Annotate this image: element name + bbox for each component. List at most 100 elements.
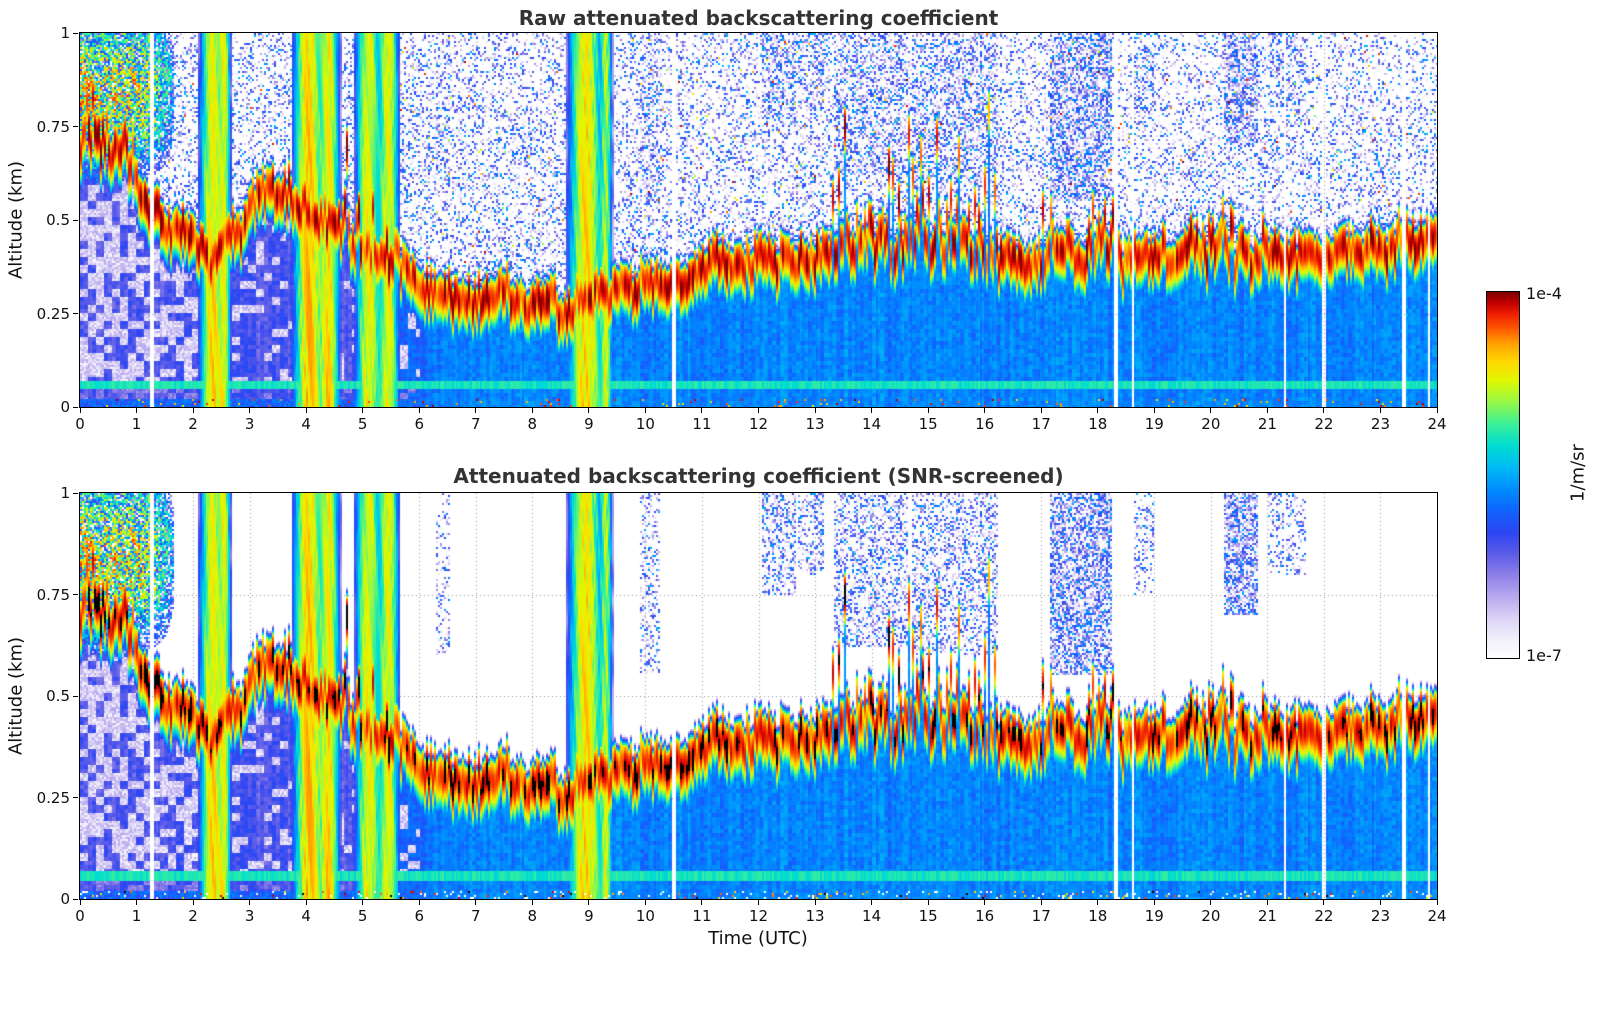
x-tick-label: 13 bbox=[805, 907, 825, 925]
y-tick-mark bbox=[73, 594, 78, 595]
x-tick-label: 22 bbox=[1314, 907, 1334, 925]
raw-backscatter-heatmap bbox=[79, 32, 1438, 408]
x-tick-mark bbox=[701, 900, 703, 905]
x-tick-label: 21 bbox=[1257, 907, 1277, 925]
y-tick-mark bbox=[73, 797, 78, 798]
x-tick-label: 12 bbox=[748, 907, 769, 925]
x-tick-mark bbox=[1266, 900, 1268, 905]
x-tick-mark bbox=[1266, 408, 1268, 413]
x-tick-mark bbox=[1040, 408, 1042, 413]
y-tick-mark bbox=[73, 406, 78, 408]
x-tick-mark bbox=[1379, 900, 1381, 905]
panel-title-raw: Raw attenuated backscattering coefficien… bbox=[518, 6, 999, 30]
x-tick-label: 11 bbox=[692, 415, 712, 433]
x-tick-mark bbox=[814, 408, 816, 413]
x-tick-label: 10 bbox=[635, 907, 655, 925]
x-tick-label: 23 bbox=[1370, 415, 1390, 433]
x-tick-mark bbox=[1097, 408, 1099, 413]
y-tick-label: 0 bbox=[60, 398, 70, 416]
x-tick-label: 15 bbox=[918, 415, 938, 433]
x-tick-mark bbox=[475, 408, 477, 413]
x-tick-label: 4 bbox=[301, 415, 311, 433]
x-tick-mark bbox=[79, 408, 81, 413]
screened-backscatter-heatmap bbox=[79, 492, 1438, 900]
x-tick-mark bbox=[984, 900, 986, 905]
x-tick-label: 16 bbox=[975, 415, 995, 433]
x-tick-mark bbox=[927, 900, 929, 905]
y-tick-mark bbox=[73, 219, 78, 221]
x-tick-label: 19 bbox=[1144, 415, 1164, 433]
x-tick-mark bbox=[192, 900, 194, 905]
x-tick-mark bbox=[362, 408, 364, 413]
y-tick-mark bbox=[73, 126, 78, 127]
x-tick-label: 16 bbox=[975, 907, 995, 925]
x-tick-mark bbox=[249, 408, 251, 413]
x-tick-mark bbox=[758, 900, 759, 905]
x-tick-mark bbox=[644, 408, 646, 413]
y-tick-label: 1 bbox=[60, 24, 70, 42]
x-tick-label: 1 bbox=[131, 415, 142, 433]
x-tick-label: 19 bbox=[1144, 907, 1164, 925]
x-tick-label: 8 bbox=[527, 415, 538, 433]
colorbar-min-label: 1e-7 bbox=[1526, 646, 1562, 665]
x-tick-label: 0 bbox=[75, 907, 85, 925]
x-tick-mark bbox=[984, 408, 986, 413]
x-tick-mark bbox=[1323, 408, 1325, 413]
x-tick-label: 24 bbox=[1427, 415, 1447, 433]
x-tick-mark bbox=[1097, 900, 1099, 905]
x-tick-label: 9 bbox=[584, 907, 594, 925]
x-tick-label: 23 bbox=[1370, 907, 1390, 925]
x-tick-mark bbox=[1379, 408, 1381, 413]
x-tick-mark bbox=[871, 900, 873, 905]
x-tick-label: 14 bbox=[862, 907, 882, 925]
colorbar bbox=[1486, 291, 1520, 659]
x-tick-label: 8 bbox=[527, 907, 538, 925]
x-tick-mark bbox=[814, 900, 816, 905]
y-tick-label: 1 bbox=[60, 484, 70, 502]
x-tick-mark bbox=[1153, 408, 1155, 413]
x-tick-label: 4 bbox=[301, 907, 311, 925]
x-tick-mark bbox=[644, 900, 646, 905]
colorbar-max-label: 1e-4 bbox=[1526, 284, 1562, 303]
x-tick-label: 7 bbox=[471, 415, 481, 433]
y-tick-mark bbox=[73, 32, 78, 34]
x-tick-label: 3 bbox=[244, 907, 255, 925]
x-tick-label: 15 bbox=[918, 907, 938, 925]
x-tick-label: 22 bbox=[1314, 415, 1334, 433]
y-tick-mark bbox=[73, 695, 78, 697]
x-tick-mark bbox=[136, 408, 138, 413]
y-tick-label: 0.75 bbox=[36, 117, 70, 136]
y-tick-mark bbox=[73, 492, 78, 494]
x-tick-mark bbox=[305, 408, 307, 413]
x-tick-label: 6 bbox=[414, 907, 425, 925]
x-tick-mark bbox=[1436, 900, 1438, 905]
x-tick-label: 20 bbox=[1201, 907, 1221, 925]
x-tick-label: 24 bbox=[1427, 907, 1447, 925]
x-tick-label: 1 bbox=[131, 907, 142, 925]
x-tick-label: 12 bbox=[748, 415, 769, 433]
x-tick-mark bbox=[79, 900, 81, 905]
y-tick-mark bbox=[73, 898, 78, 900]
x-tick-label: 3 bbox=[244, 415, 255, 433]
x-tick-label: 2 bbox=[188, 415, 198, 433]
x-tick-mark bbox=[475, 900, 477, 905]
x-tick-mark bbox=[927, 408, 929, 413]
x-tick-label: 14 bbox=[862, 415, 882, 433]
x-tick-mark bbox=[1323, 900, 1325, 905]
x-tick-mark bbox=[1436, 408, 1438, 413]
x-tick-label: 10 bbox=[635, 415, 655, 433]
x-tick-label: 17 bbox=[1031, 907, 1051, 925]
x-axis-label: Time (UTC) bbox=[708, 928, 808, 949]
y-tick-label: 0.75 bbox=[36, 585, 70, 604]
x-tick-mark bbox=[1210, 408, 1212, 413]
x-tick-mark bbox=[418, 900, 420, 905]
x-tick-mark bbox=[1153, 900, 1155, 905]
x-tick-mark bbox=[1210, 900, 1212, 905]
x-tick-mark bbox=[588, 408, 590, 413]
y-tick-mark bbox=[73, 313, 78, 314]
x-tick-mark bbox=[136, 900, 138, 905]
y-tick-label: 0.5 bbox=[46, 687, 70, 705]
x-tick-mark bbox=[192, 408, 194, 413]
x-tick-mark bbox=[701, 408, 703, 413]
